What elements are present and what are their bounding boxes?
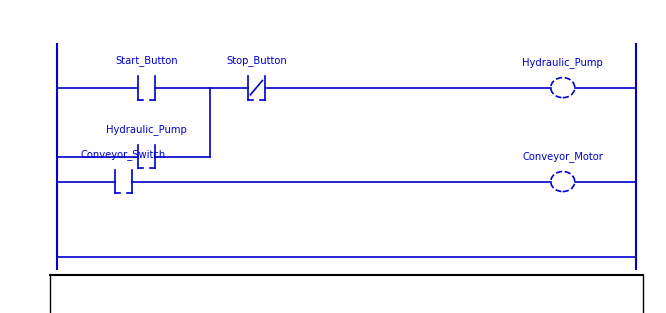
Text: Hydraulic_Pump: Hydraulic_Pump — [106, 124, 187, 135]
Text: Stop_Button: Stop_Button — [226, 55, 287, 66]
Text: Hydraulic_Pump: Hydraulic_Pump — [522, 57, 603, 68]
Text: Conveyor_Switch: Conveyor_Switch — [81, 149, 166, 160]
Text: Start_Button: Start_Button — [115, 55, 178, 66]
Text: Conveyor_Motor: Conveyor_Motor — [522, 151, 603, 162]
